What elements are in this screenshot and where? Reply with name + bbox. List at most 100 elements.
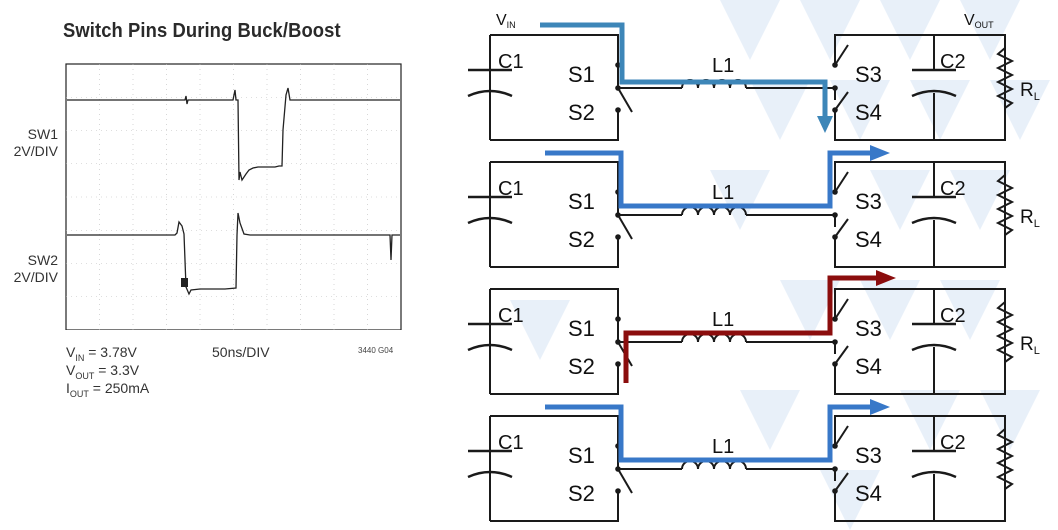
oscilloscope-panel: Switch Pins During Buck/Boost SW1 2V/DIV… xyxy=(0,0,450,530)
s3-switch-arm xyxy=(834,171,849,193)
s2-switch-arm xyxy=(617,87,633,113)
wire xyxy=(490,237,619,268)
wire xyxy=(834,288,1006,395)
vin-label: VIN xyxy=(496,12,516,30)
trigger-marker xyxy=(181,278,188,287)
s2-label: S2 xyxy=(568,481,595,506)
s4-label: S4 xyxy=(855,100,882,125)
sw2-label: SW2 2V/DIV xyxy=(13,252,58,285)
node-dot xyxy=(832,212,838,218)
s4-switch-arm xyxy=(834,218,849,238)
resistor-rl xyxy=(995,174,1015,236)
node-dot xyxy=(615,234,621,240)
sw2-trace xyxy=(67,212,400,296)
l1-label: L1 xyxy=(712,436,734,458)
flow-arrow-1 xyxy=(817,116,833,133)
s3-label: S3 xyxy=(855,316,882,341)
node-dot xyxy=(615,488,621,494)
c1-plate-bottom xyxy=(467,343,513,352)
c2-label: C2 xyxy=(940,178,966,200)
c1-plate-bottom xyxy=(467,89,513,98)
background-watermark xyxy=(510,0,1050,530)
s2-label: S2 xyxy=(568,227,595,252)
flow-path-1 xyxy=(540,22,833,133)
rl-label: RL xyxy=(1020,80,1040,103)
c1-label: C1 xyxy=(498,51,524,73)
s4-label: S4 xyxy=(855,227,882,252)
c1-label: C1 xyxy=(498,178,524,200)
flow-arrow-4 xyxy=(870,399,890,415)
s2-switch-arm xyxy=(617,468,633,494)
wire xyxy=(490,491,619,522)
scope-title: Switch Pins During Buck/Boost xyxy=(63,20,341,42)
flow-path-3 xyxy=(623,270,896,383)
c2-plate-bottom xyxy=(911,89,957,98)
s3-label: S3 xyxy=(855,189,882,214)
s1-label: S1 xyxy=(568,189,595,214)
rl-label: RL xyxy=(1020,334,1040,357)
sw1-label: SW1 2V/DIV xyxy=(13,126,58,159)
c2-label: C2 xyxy=(940,51,966,73)
resistor-rl xyxy=(995,47,1015,109)
wire xyxy=(490,34,619,65)
wire xyxy=(490,415,619,446)
sw1-trace xyxy=(67,87,400,182)
s3-switch-arm xyxy=(834,425,849,447)
c2-label: C2 xyxy=(940,305,966,327)
c2-plate-bottom xyxy=(911,216,957,225)
flow-path-4 xyxy=(545,399,890,463)
s4-label: S4 xyxy=(855,354,882,379)
timebase-label: 50ns/DIV xyxy=(212,344,270,360)
scope-grid xyxy=(66,64,401,330)
resistor-rl xyxy=(995,428,1015,490)
wire xyxy=(490,110,619,141)
scope-screen xyxy=(65,63,402,330)
circuit-block-1: C1 C2 RL S1 S2 S3 S4 L1 xyxy=(467,34,1040,141)
s3-label: S3 xyxy=(855,62,882,87)
circuit-block-3: C1 C2 RL S1 S2 S3 S4 L1 xyxy=(467,288,1040,395)
l1-label: L1 xyxy=(712,55,734,77)
wire xyxy=(834,34,1006,141)
c2-plate-bottom xyxy=(911,470,957,479)
flow-path-2 xyxy=(545,145,890,209)
s3-label: S3 xyxy=(855,443,882,468)
rl-label: RL xyxy=(1020,207,1040,230)
s4-label: S4 xyxy=(855,481,882,506)
c1-label: C1 xyxy=(498,305,524,327)
s4-switch-arm xyxy=(834,345,849,365)
s1-label: S1 xyxy=(568,62,595,87)
wire xyxy=(834,161,1006,268)
l1-label: L1 xyxy=(712,182,734,204)
c2-plate-bottom xyxy=(911,343,957,352)
inductor-l1 xyxy=(681,206,747,216)
inductor-l1 xyxy=(681,333,747,343)
flow-arrow-2 xyxy=(870,145,890,161)
c1-label: C1 xyxy=(498,432,524,454)
wire xyxy=(834,415,1006,522)
resistor-rl xyxy=(995,301,1015,363)
vin-readout: VIN = 3.78V xyxy=(66,344,137,363)
s2-label: S2 xyxy=(568,100,595,125)
s4-switch-arm xyxy=(834,472,849,492)
c1-plate-bottom xyxy=(467,470,513,479)
flow-arrow-3 xyxy=(876,270,896,286)
vout-label: VOUT xyxy=(964,12,994,30)
wire xyxy=(490,364,619,395)
s2-label: S2 xyxy=(568,354,595,379)
inductor-l1 xyxy=(681,460,747,470)
node-dot xyxy=(615,107,621,113)
s2-switch-arm xyxy=(617,214,633,240)
l1-label: L1 xyxy=(712,309,734,331)
node-dot xyxy=(615,361,621,367)
iout-readout: IOUT = 250mA xyxy=(66,380,150,399)
s1-label: S1 xyxy=(568,316,595,341)
s3-switch-arm xyxy=(834,44,849,66)
s4-switch-arm xyxy=(834,91,849,111)
figure-code: 3440 G04 xyxy=(358,346,394,355)
circuit-block-2: C1 C2 RL S1 S2 S3 S4 L1 xyxy=(467,161,1040,268)
wire xyxy=(490,288,619,319)
s3-switch-arm xyxy=(834,298,849,320)
wire xyxy=(490,161,619,192)
vout-readout: VOUT = 3.3V xyxy=(66,362,140,381)
c2-label: C2 xyxy=(940,432,966,454)
